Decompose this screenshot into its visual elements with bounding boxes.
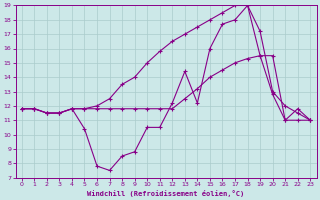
X-axis label: Windchill (Refroidissement éolien,°C): Windchill (Refroidissement éolien,°C) xyxy=(87,190,245,197)
